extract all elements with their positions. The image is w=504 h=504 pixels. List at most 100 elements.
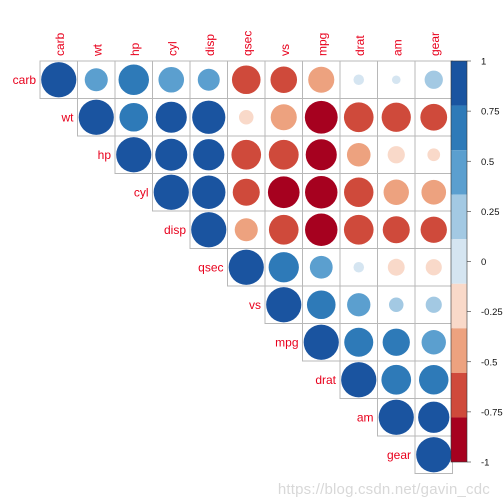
- corr-circle-cyl-am: [383, 179, 409, 205]
- corr-circle-wt-disp: [192, 100, 226, 134]
- corr-circle-hp-gear: [427, 148, 441, 162]
- corr-circle-disp-mpg: [305, 213, 338, 246]
- corr-circle-hp-mpg: [305, 139, 337, 171]
- corr-circle-carb-am: [391, 75, 401, 85]
- corr-circle-hp-drat: [346, 142, 371, 167]
- col-label-wt: wt: [90, 43, 104, 57]
- corr-circle-carb-hp: [118, 64, 149, 95]
- corr-circle-carb-wt: [84, 68, 108, 92]
- corr-circle-wt-vs: [270, 104, 297, 131]
- col-label-vs: vs: [278, 44, 292, 56]
- corr-circle-wt-cyl: [155, 101, 187, 133]
- row-label-qsec: qsec: [198, 260, 223, 274]
- corr-circle-disp-gear: [420, 216, 447, 243]
- row-label-wt: wt: [61, 110, 75, 124]
- col-label-carb: carb: [53, 32, 67, 56]
- corr-circle-carb-disp: [197, 68, 220, 91]
- colorbar-segment: [451, 417, 467, 462]
- colorbar-segment: [451, 61, 467, 106]
- corr-circle-wt-drat: [343, 102, 374, 133]
- corr-circle-mpg-drat: [344, 327, 374, 357]
- row-label-disp: disp: [164, 223, 186, 237]
- row-label-hp: hp: [98, 148, 112, 162]
- corr-circle-gear-gear: [416, 437, 452, 473]
- colorbar-segment: [451, 194, 467, 240]
- row-label-gear: gear: [387, 448, 411, 462]
- corr-circle-carb-gear: [424, 70, 443, 89]
- colorbar-tick-label: -0.75: [481, 407, 503, 418]
- colorbar-tick-label: -0.5: [481, 357, 497, 368]
- corr-circle-mpg-gear: [421, 330, 446, 355]
- colorbar-segment: [451, 328, 467, 373]
- corr-circle-cyl-gear: [421, 179, 447, 205]
- corr-circle-mpg-mpg: [303, 324, 339, 360]
- colorbar-tick-label: 1: [481, 57, 486, 68]
- col-label-drat: drat: [353, 35, 367, 56]
- row-label-carb: carb: [13, 73, 37, 87]
- corr-circle-hp-cyl: [155, 138, 188, 171]
- col-label-gear: gear: [428, 32, 442, 56]
- colorbar-tick-label: 0.25: [481, 207, 500, 218]
- corr-circle-hp-disp: [193, 139, 225, 171]
- corr-circle-drat-drat: [341, 362, 377, 398]
- row-label-mpg: mpg: [275, 335, 298, 349]
- corr-circle-mpg-am: [382, 328, 410, 356]
- corr-circle-vs-mpg: [306, 290, 336, 320]
- corr-circle-carb-qsec: [231, 65, 261, 95]
- corr-circle-disp-disp: [191, 212, 227, 248]
- watermark-text: https://blog.csdn.net/gavin_cdc: [277, 481, 490, 498]
- corr-circle-cyl-vs: [267, 176, 300, 209]
- corr-circle-vs-drat: [347, 293, 371, 317]
- corr-circle-hp-qsec: [231, 139, 262, 170]
- corr-circle-vs-am: [388, 297, 404, 313]
- corr-circle-disp-drat: [343, 214, 374, 245]
- col-label-mpg: mpg: [315, 33, 329, 56]
- row-label-am: am: [357, 410, 374, 424]
- row-label-vs: vs: [249, 298, 261, 312]
- corr-circle-qsec-am: [387, 258, 405, 276]
- corr-circle-disp-qsec: [234, 218, 258, 242]
- colorbar-tick-label: 0.75: [481, 107, 500, 118]
- corr-circle-qsec-qsec: [228, 249, 264, 285]
- corr-circle-wt-hp: [119, 102, 149, 132]
- corr-circle-qsec-drat: [353, 261, 365, 273]
- corr-circle-wt-qsec: [238, 109, 254, 125]
- corr-circle-qsec-gear: [425, 259, 442, 276]
- corr-circle-cyl-disp: [192, 175, 226, 209]
- colorbar-tick-label: -1: [481, 458, 489, 469]
- col-label-qsec: qsec: [240, 31, 254, 56]
- col-label-disp: disp: [203, 34, 217, 56]
- corr-circle-drat-gear: [419, 365, 449, 395]
- corr-circle-cyl-mpg: [305, 176, 338, 209]
- corr-circle-disp-vs: [268, 214, 299, 245]
- corr-circle-qsec-mpg: [309, 255, 333, 279]
- corr-circle-cyl-cyl: [153, 174, 189, 210]
- corr-circle-am-am: [378, 399, 414, 435]
- row-label-drat: drat: [315, 373, 336, 387]
- corr-circle-carb-drat: [353, 74, 365, 86]
- corr-circle-cyl-qsec: [232, 178, 260, 206]
- corr-circle-cyl-drat: [344, 177, 374, 207]
- corr-circle-wt-mpg: [304, 100, 338, 134]
- row-label-cyl: cyl: [134, 185, 149, 199]
- corr-circle-carb-vs: [270, 66, 298, 94]
- corr-circle-carb-mpg: [308, 66, 335, 93]
- corr-circle-vs-gear: [425, 296, 442, 313]
- corr-circle-am-gear: [418, 401, 450, 433]
- colorbar-segment: [451, 105, 467, 151]
- col-label-am: am: [390, 39, 404, 56]
- corr-circle-qsec-vs: [268, 252, 299, 283]
- colorbar-segment: [451, 283, 467, 329]
- colorbar-tick-label: 0: [481, 257, 486, 268]
- corr-circle-hp-vs: [268, 139, 299, 170]
- corr-circle-hp-hp: [116, 137, 152, 173]
- corr-circle-wt-wt: [78, 99, 114, 135]
- corr-circle-wt-gear: [420, 103, 448, 131]
- colorbar-segment: [451, 239, 467, 284]
- colorbar-tick-label: 0.5: [481, 157, 494, 168]
- colorbar-tick-label: -0.25: [481, 307, 503, 318]
- corr-circle-wt-am: [381, 102, 411, 132]
- corr-circle-vs-vs: [266, 287, 302, 323]
- col-label-hp: hp: [128, 42, 142, 56]
